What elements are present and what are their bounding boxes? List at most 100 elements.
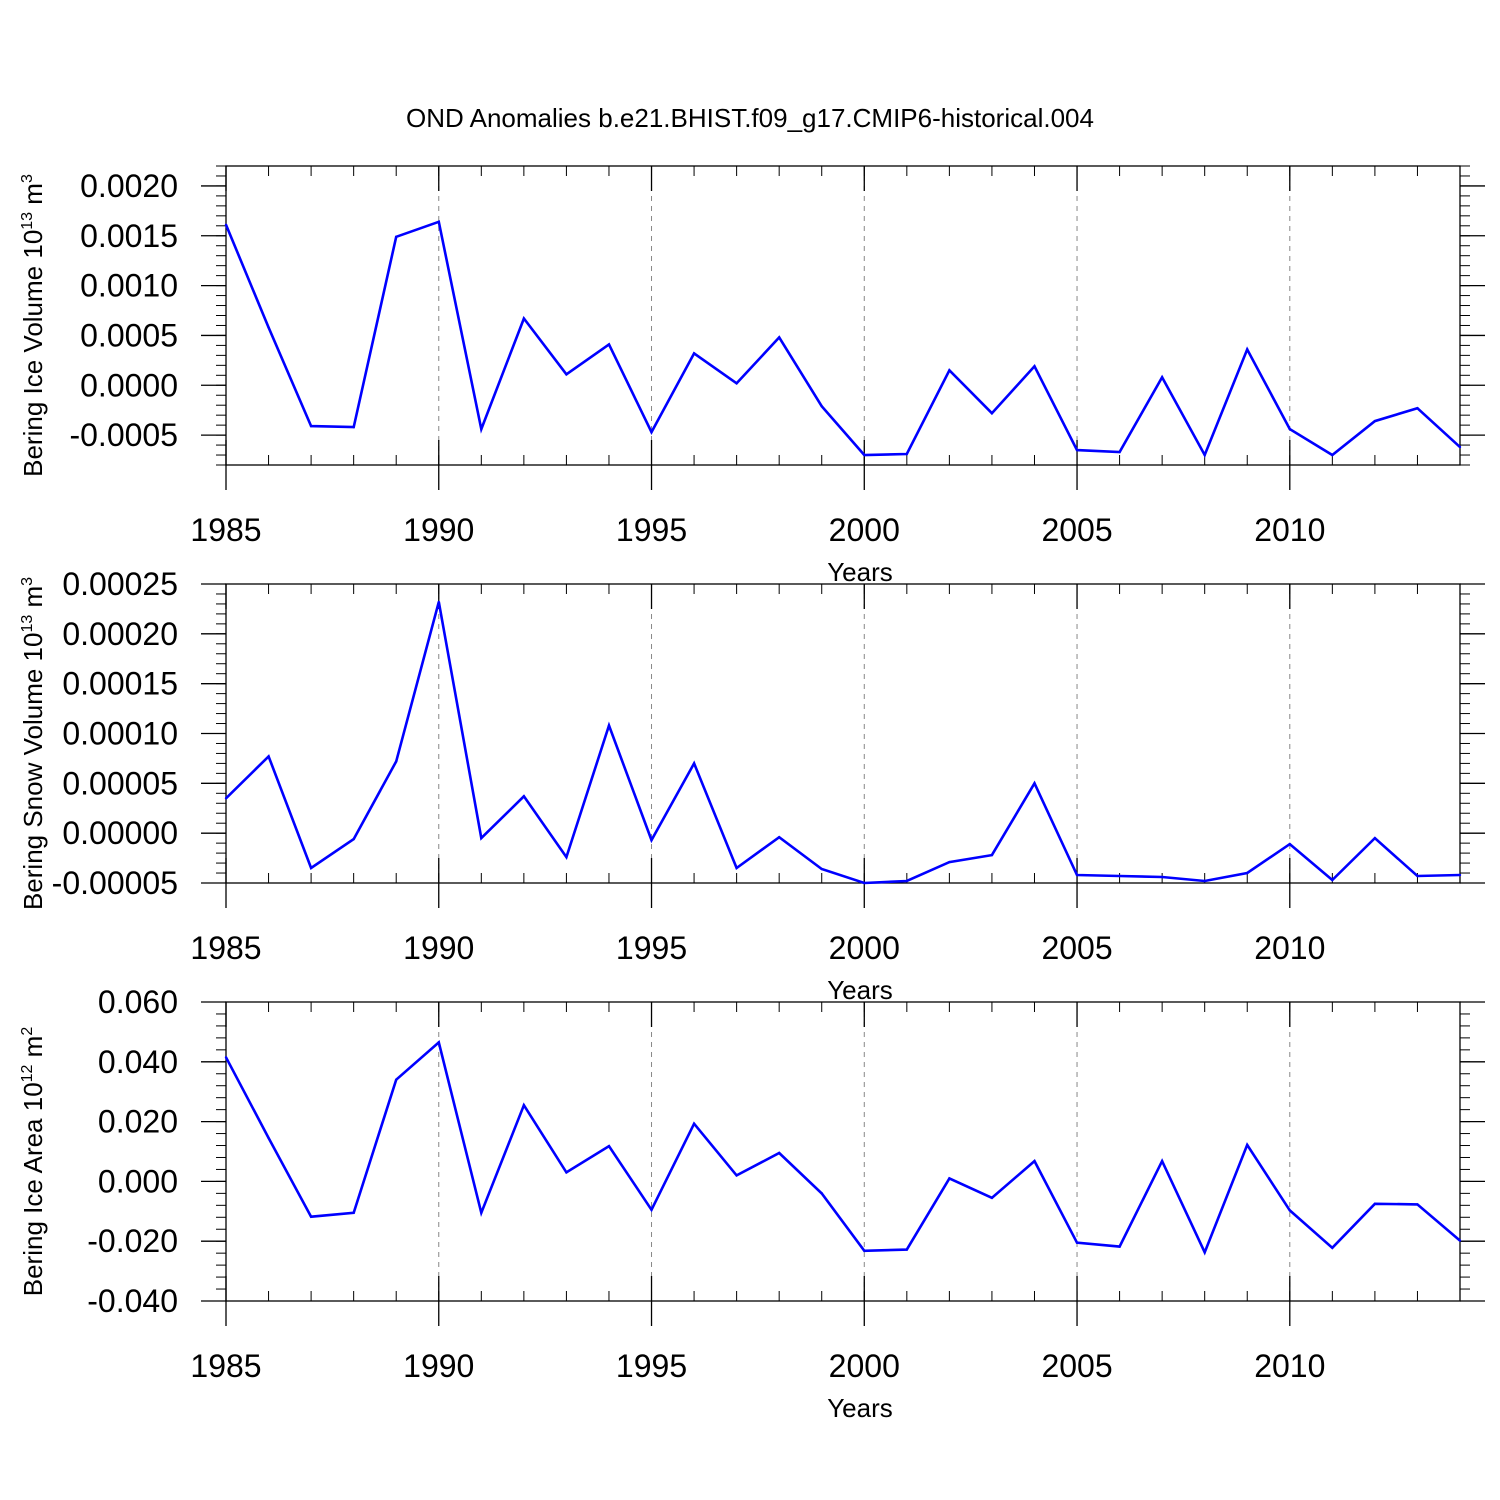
data-point (395, 760, 398, 763)
y-tick-label: -0.00005 (52, 865, 178, 901)
data-point (905, 879, 909, 883)
x-tick-label: 1995 (616, 512, 687, 548)
data-point (735, 866, 738, 870)
data-point (1331, 453, 1334, 457)
data-point (1246, 1143, 1249, 1147)
x-tick-label: 2010 (1254, 1348, 1325, 1384)
data-point (522, 795, 526, 798)
series-line (224, 220, 1461, 459)
x-tick-label: 1990 (403, 1348, 474, 1384)
chart-title: OND Anomalies b.e21.BHIST.f09_g17.CMIP6-… (406, 103, 1094, 133)
y-tick-label: -0.0005 (69, 417, 178, 453)
data-point (692, 352, 696, 355)
data-point (224, 797, 228, 800)
data-point (480, 836, 483, 840)
data-point (735, 382, 738, 385)
data-point (224, 1056, 228, 1059)
panel-3: 1985 1990 1995 2000 2005 2010 0.060 0.040 0.020 0… (18, 984, 1485, 1423)
x-tick-label: 1985 (190, 1348, 261, 1384)
data-point (1373, 419, 1377, 423)
data-point (1075, 448, 1079, 452)
data-point (905, 452, 909, 456)
data-point (650, 838, 653, 842)
data-point (1203, 453, 1206, 457)
data-point (1373, 836, 1377, 840)
x-axis-title: Years (827, 975, 893, 1005)
data-point (1118, 450, 1121, 454)
data-point (1118, 1245, 1121, 1248)
data-point (650, 430, 653, 434)
data-point (1331, 1246, 1334, 1249)
data-point (1416, 406, 1419, 410)
y-tick-label: 0.0020 (80, 168, 178, 204)
data-point (1033, 1159, 1036, 1163)
data-point (1160, 1159, 1164, 1163)
data-point (565, 373, 568, 376)
data-point (309, 866, 313, 870)
data-point (565, 855, 568, 859)
data-point (1246, 348, 1249, 351)
data-point (522, 317, 526, 320)
series-line (224, 1040, 1461, 1256)
data-point (948, 1177, 951, 1180)
data-point (607, 1144, 611, 1148)
data-point (480, 427, 483, 431)
data-point (820, 1192, 823, 1195)
data-point (1416, 874, 1419, 878)
data-point (777, 336, 781, 339)
data-point (267, 1136, 270, 1140)
y-tick-label: 0.00020 (62, 616, 178, 652)
data-point (948, 369, 951, 372)
data-point (1288, 842, 1291, 846)
data-point (1458, 445, 1462, 449)
data-point (777, 835, 781, 839)
x-tick-label: 1990 (403, 930, 474, 966)
data-point (352, 1211, 355, 1214)
data-point (1033, 782, 1036, 785)
y-tick-label: 0.00015 (62, 666, 178, 702)
x-axis-title: Years (827, 557, 893, 587)
y-tick-label: 0.040 (98, 1044, 178, 1080)
x-tick-label: 1995 (616, 930, 687, 966)
plot-frame (225, 165, 1461, 466)
data-point (820, 867, 823, 871)
x-tick-label: 1985 (190, 512, 261, 548)
data-point (1373, 1202, 1377, 1206)
x-tick-label: 1990 (403, 512, 474, 548)
y-tick-label: 0.0005 (80, 317, 178, 353)
data-point (735, 1174, 738, 1177)
data-point (607, 724, 611, 727)
data-point (437, 1041, 440, 1044)
x-axis-title: Years (827, 1393, 893, 1423)
data-point (395, 235, 398, 238)
data-point (309, 1215, 313, 1218)
data-point (1416, 1203, 1419, 1206)
data-point (352, 837, 355, 841)
data-point (267, 755, 270, 758)
data-point (1118, 874, 1121, 878)
data-point (1075, 873, 1079, 877)
data-point (1246, 871, 1249, 875)
data-point (692, 1122, 696, 1125)
data-point (224, 223, 228, 227)
plot-frame (225, 583, 1461, 884)
y-tick-label: 0.0000 (80, 367, 178, 403)
data-point (990, 1196, 994, 1200)
data-point (863, 881, 866, 885)
data-point (1075, 1241, 1079, 1244)
data-point (1288, 427, 1291, 431)
y-tick-label: -0.020 (87, 1223, 178, 1259)
x-tick-label: 2010 (1254, 512, 1325, 548)
y-tick-label: 0.0010 (80, 268, 178, 304)
y-tick-label: 0.060 (98, 984, 178, 1020)
x-tick-label: 1985 (190, 930, 261, 966)
data-point (650, 1208, 653, 1212)
data-point (905, 1248, 909, 1251)
data-point (1331, 878, 1334, 882)
data-point (1160, 376, 1164, 379)
y-tick-label: 0.00000 (62, 815, 178, 851)
x-tick-label: 2000 (829, 1348, 900, 1384)
y-tick-label: 0.00025 (62, 566, 178, 602)
y-tick-label: 0.0015 (80, 218, 178, 254)
data-point (990, 853, 994, 857)
